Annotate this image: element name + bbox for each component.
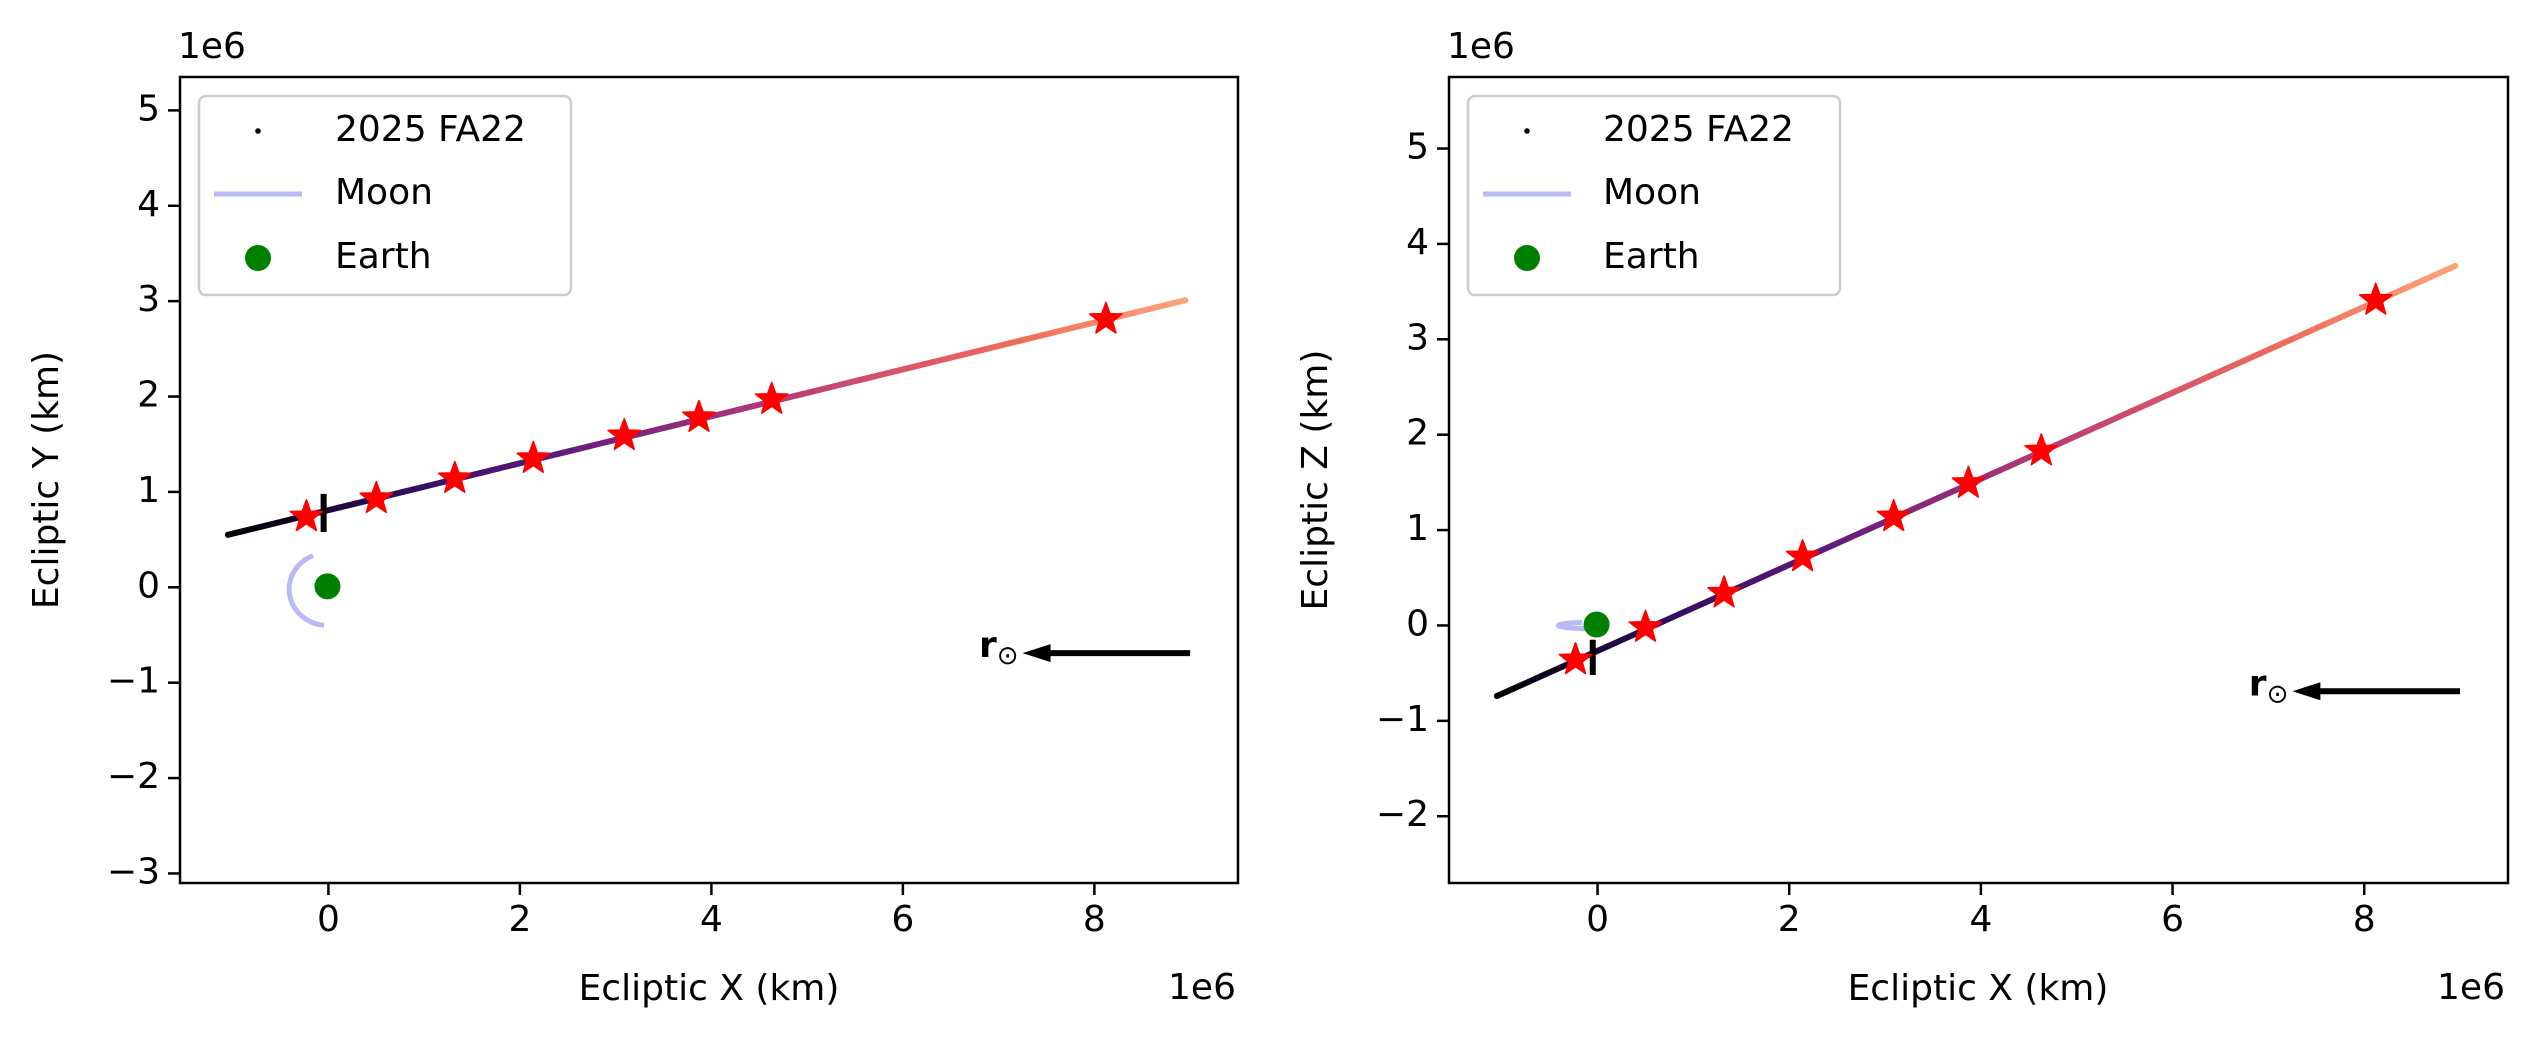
left-x-tick-label: 6 — [891, 899, 914, 940]
left-y-multiplier: 1e6 — [178, 26, 246, 67]
left-x-tick-label: 4 — [700, 899, 723, 940]
right-y-tick-label: −1 — [1376, 699, 1429, 740]
right-sun-arrow-head — [2292, 682, 2321, 701]
left-star-marker — [754, 381, 789, 414]
left-stars — [289, 301, 1123, 532]
left-legend-label-2: Earth — [335, 236, 432, 277]
left-y-tick-label: −1 — [107, 661, 160, 702]
left-axes-frame — [178, 75, 1240, 885]
right-star-marker — [1785, 539, 1820, 572]
right-star-marker — [1951, 465, 1986, 498]
right-y-tick-label: 2 — [1406, 413, 1429, 454]
right-moon-orbit — [1555, 619, 1594, 632]
right-panel: r⊙ 0 2 4 6 8 −2 −1 0 1 2 3 4 5 1e6 1e6 Ecliptic X (… — [1295, 26, 2510, 1009]
left-legend-box — [197, 94, 573, 297]
right-sun-arrow: r⊙ — [2249, 663, 2461, 709]
left-y-tick-label: 1 — [137, 470, 160, 511]
right-x-axis-label: Ecliptic X (km) — [1848, 968, 2109, 1009]
right-x-tick-label: 6 — [2161, 899, 2184, 940]
right-y-tick-label: 4 — [1406, 222, 1429, 263]
left-y-tick-label: −2 — [107, 756, 160, 797]
left-earth-marker — [314, 573, 341, 600]
left-y-tick-label: 4 — [137, 184, 160, 225]
right-earth-marker — [1583, 611, 1610, 638]
left-trajectory-segment — [1166, 297, 1189, 308]
right-x-tick-label: 2 — [1778, 899, 1801, 940]
right-y-multiplier: 1e6 — [1447, 26, 1515, 67]
right-legend-label-1: Moon — [1603, 172, 1701, 213]
left-sun-arrow-label: r⊙ — [979, 625, 1019, 671]
left-x-axis-label: Ecliptic X (km) — [579, 968, 840, 1009]
right-x-tick-label: 0 — [1586, 899, 1609, 940]
right-y-tick-label: 1 — [1406, 508, 1429, 549]
right-x-ticks: 0 2 4 6 8 — [1586, 883, 2376, 940]
left-star-marker — [359, 480, 394, 514]
left-x-tick-label: 0 — [317, 899, 340, 940]
right-star-marker — [1558, 642, 1593, 675]
left-y-tick-label: 0 — [137, 565, 160, 606]
right-y-tick-label: 3 — [1406, 317, 1429, 358]
right-star-marker — [1876, 498, 1911, 532]
left-star-marker — [1088, 301, 1123, 334]
left-legend-point-icon — [255, 128, 261, 134]
right-y-axis-label: Ecliptic Z (km) — [1295, 350, 1336, 611]
left-star-marker — [516, 440, 551, 474]
right-legend-box — [1466, 94, 1842, 297]
right-legend-label-2: Earth — [1603, 236, 1700, 277]
right-x-multiplier: 1e6 — [2437, 967, 2505, 1008]
left-x-ticks: 0 2 4 6 8 — [317, 883, 1106, 940]
right-legend-point-icon — [1524, 128, 1530, 134]
right-y-tick-label: 0 — [1406, 603, 1429, 644]
right-y-ticks: −2 −1 0 1 2 3 4 5 — [1376, 127, 1449, 835]
right-sun-arrow-label: r⊙ — [2249, 663, 2289, 709]
left-y-tick-label: −3 — [107, 851, 160, 892]
left-y-tick-label: 2 — [137, 375, 160, 416]
right-y-tick-label: 5 — [1406, 127, 1429, 168]
left-star-marker — [682, 399, 716, 433]
left-panel: r⊙ 0 2 4 6 8 −3 −2 −1 0 1 2 3 4 5 1e6 1e6 Ecliptic X… — [26, 26, 1240, 1009]
left-y-tick-label: 5 — [137, 88, 160, 129]
left-plot-area: r⊙ — [224, 297, 1191, 671]
right-axes-frame — [1447, 75, 2510, 885]
right-star-marker — [2358, 282, 2393, 315]
right-legend-label-0: 2025 FA22 — [1603, 109, 1794, 150]
left-moon-orbit — [286, 553, 325, 628]
left-legend: 2025 FA22 Moon Earth — [197, 94, 573, 297]
left-x-tick-label: 2 — [508, 899, 531, 940]
left-star-marker — [289, 498, 324, 532]
left-star-marker — [607, 417, 642, 451]
left-y-tick-label: 3 — [137, 279, 160, 320]
right-y-tick-label: −2 — [1376, 794, 1429, 835]
right-star-marker — [2024, 433, 2059, 466]
left-legend-label-0: 2025 FA22 — [335, 109, 526, 150]
right-x-tick-label: 8 — [2353, 899, 2376, 940]
right-stars — [1558, 282, 2393, 675]
right-legend: 2025 FA22 Moon Earth — [1466, 94, 1842, 297]
left-x-multiplier: 1e6 — [1168, 967, 1236, 1008]
left-y-axis-label: Ecliptic Y (km) — [26, 351, 67, 609]
right-legend-circle-icon — [1514, 245, 1540, 271]
right-star-marker — [1707, 575, 1741, 608]
left-legend-circle-icon — [245, 245, 271, 271]
left-legend-label-1: Moon — [335, 172, 433, 213]
left-x-tick-label: 8 — [1083, 899, 1106, 940]
left-star-marker — [437, 460, 472, 494]
left-sun-arrow: r⊙ — [979, 625, 1191, 671]
right-x-tick-label: 4 — [1969, 899, 1992, 940]
left-sun-arrow-head — [1022, 644, 1051, 663]
right-trajectory-segment — [2436, 262, 2459, 277]
right-plot-area: r⊙ — [1493, 262, 2461, 709]
right-star-marker — [1628, 609, 1663, 642]
left-y-ticks: −3 −2 −1 0 1 2 3 4 5 — [107, 88, 180, 892]
